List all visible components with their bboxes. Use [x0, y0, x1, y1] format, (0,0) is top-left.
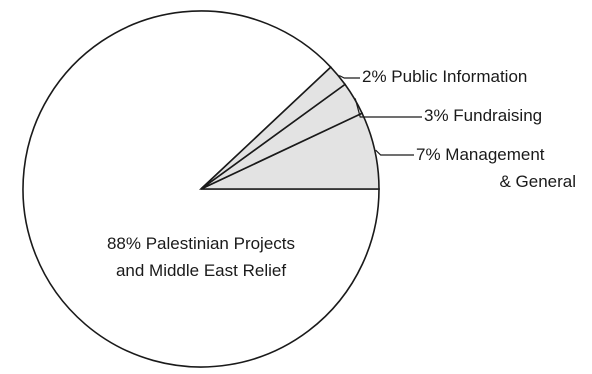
leader-line-public-information — [338, 74, 360, 79]
label-management-line2: & General — [499, 172, 576, 191]
leader-line-management — [375, 149, 414, 156]
pie-slice-public-information — [200, 66, 347, 190]
leader-line-fundraising — [354, 98, 422, 118]
label-management-line1: 7% Management — [416, 145, 545, 164]
label-main-line2: and Middle East Relief — [116, 261, 286, 280]
label-main-line1: 88% Palestinian Projects — [107, 234, 295, 253]
label-public-information: 2% Public Information — [362, 67, 527, 86]
pie-slice-palestinian-projects — [22, 10, 380, 368]
pie-slices — [22, 10, 380, 368]
label-fundraising: 3% Fundraising — [424, 106, 542, 125]
label-leader-lines — [338, 74, 422, 156]
